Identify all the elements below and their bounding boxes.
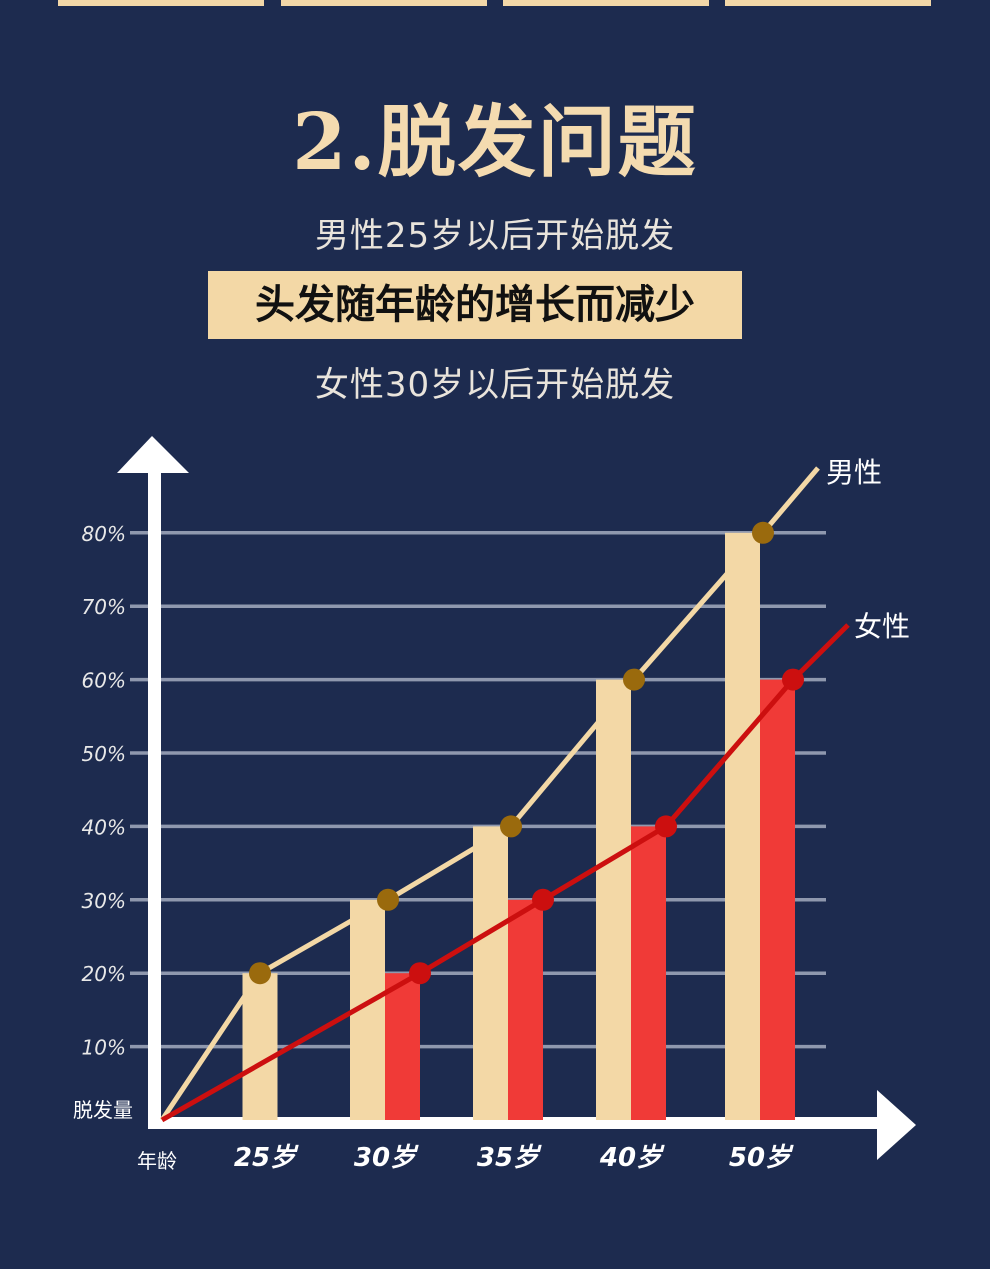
x-axis-arrow: [877, 1090, 916, 1160]
bar-female: [760, 679, 795, 1120]
female-point: [409, 962, 431, 985]
y-tick-label: 80%: [82, 522, 126, 546]
female-point: [782, 668, 804, 691]
y-tick-label: 30%: [82, 889, 126, 913]
x-axis-label: 年龄: [137, 1149, 177, 1173]
x-tick-label: 35岁: [477, 1143, 542, 1173]
bar-female: [631, 826, 666, 1120]
y-axis: [148, 470, 161, 1125]
y-tick-label: 50%: [82, 742, 126, 766]
top-tab-4: [725, 0, 931, 6]
male-point: [377, 888, 399, 911]
female-trend-line: [160, 623, 850, 1123]
legend-female: 女性: [854, 610, 910, 643]
male-onset-text: 男性25岁以后开始脱发: [314, 216, 676, 256]
y-tick-label: 60%: [82, 669, 126, 693]
female-point: [532, 888, 554, 911]
male-point: [752, 521, 774, 544]
y-axis-label: 脱发量: [73, 1098, 133, 1122]
top-tab-2: [281, 0, 487, 6]
x-tick-label: 40岁: [599, 1143, 665, 1173]
y-tick-label: 20%: [82, 962, 126, 986]
highlight-banner: 头发随年龄的增长而减少: [208, 271, 742, 339]
y-axis-arrow: [117, 436, 189, 473]
bar-male: [725, 532, 760, 1120]
section-title: 2.脱发问题: [292, 97, 698, 188]
x-tick-label: 30岁: [354, 1143, 419, 1173]
male-point: [249, 962, 271, 985]
bar-male: [596, 679, 631, 1120]
x-tick-label: 25岁: [234, 1143, 299, 1173]
bar-female: [385, 973, 420, 1120]
male-point: [623, 668, 645, 691]
y-tick-label: 70%: [82, 595, 126, 619]
y-tick-label: 40%: [82, 815, 126, 839]
x-axis: [148, 1117, 881, 1129]
bar-male: [242, 973, 278, 1120]
legend-male: 男性: [826, 456, 882, 489]
x-tick-label: 50岁: [729, 1143, 794, 1173]
top-tab-3: [503, 0, 709, 6]
bar-male: [473, 826, 508, 1120]
top-tab-strip: [0, 0, 990, 8]
female-point: [655, 815, 677, 838]
male-point: [500, 815, 522, 838]
y-tick-label: 10%: [82, 1036, 126, 1060]
bar-female: [508, 899, 543, 1120]
top-tab-1: [58, 0, 264, 6]
female-onset-text: 女性30岁以后开始脱发: [314, 365, 676, 405]
